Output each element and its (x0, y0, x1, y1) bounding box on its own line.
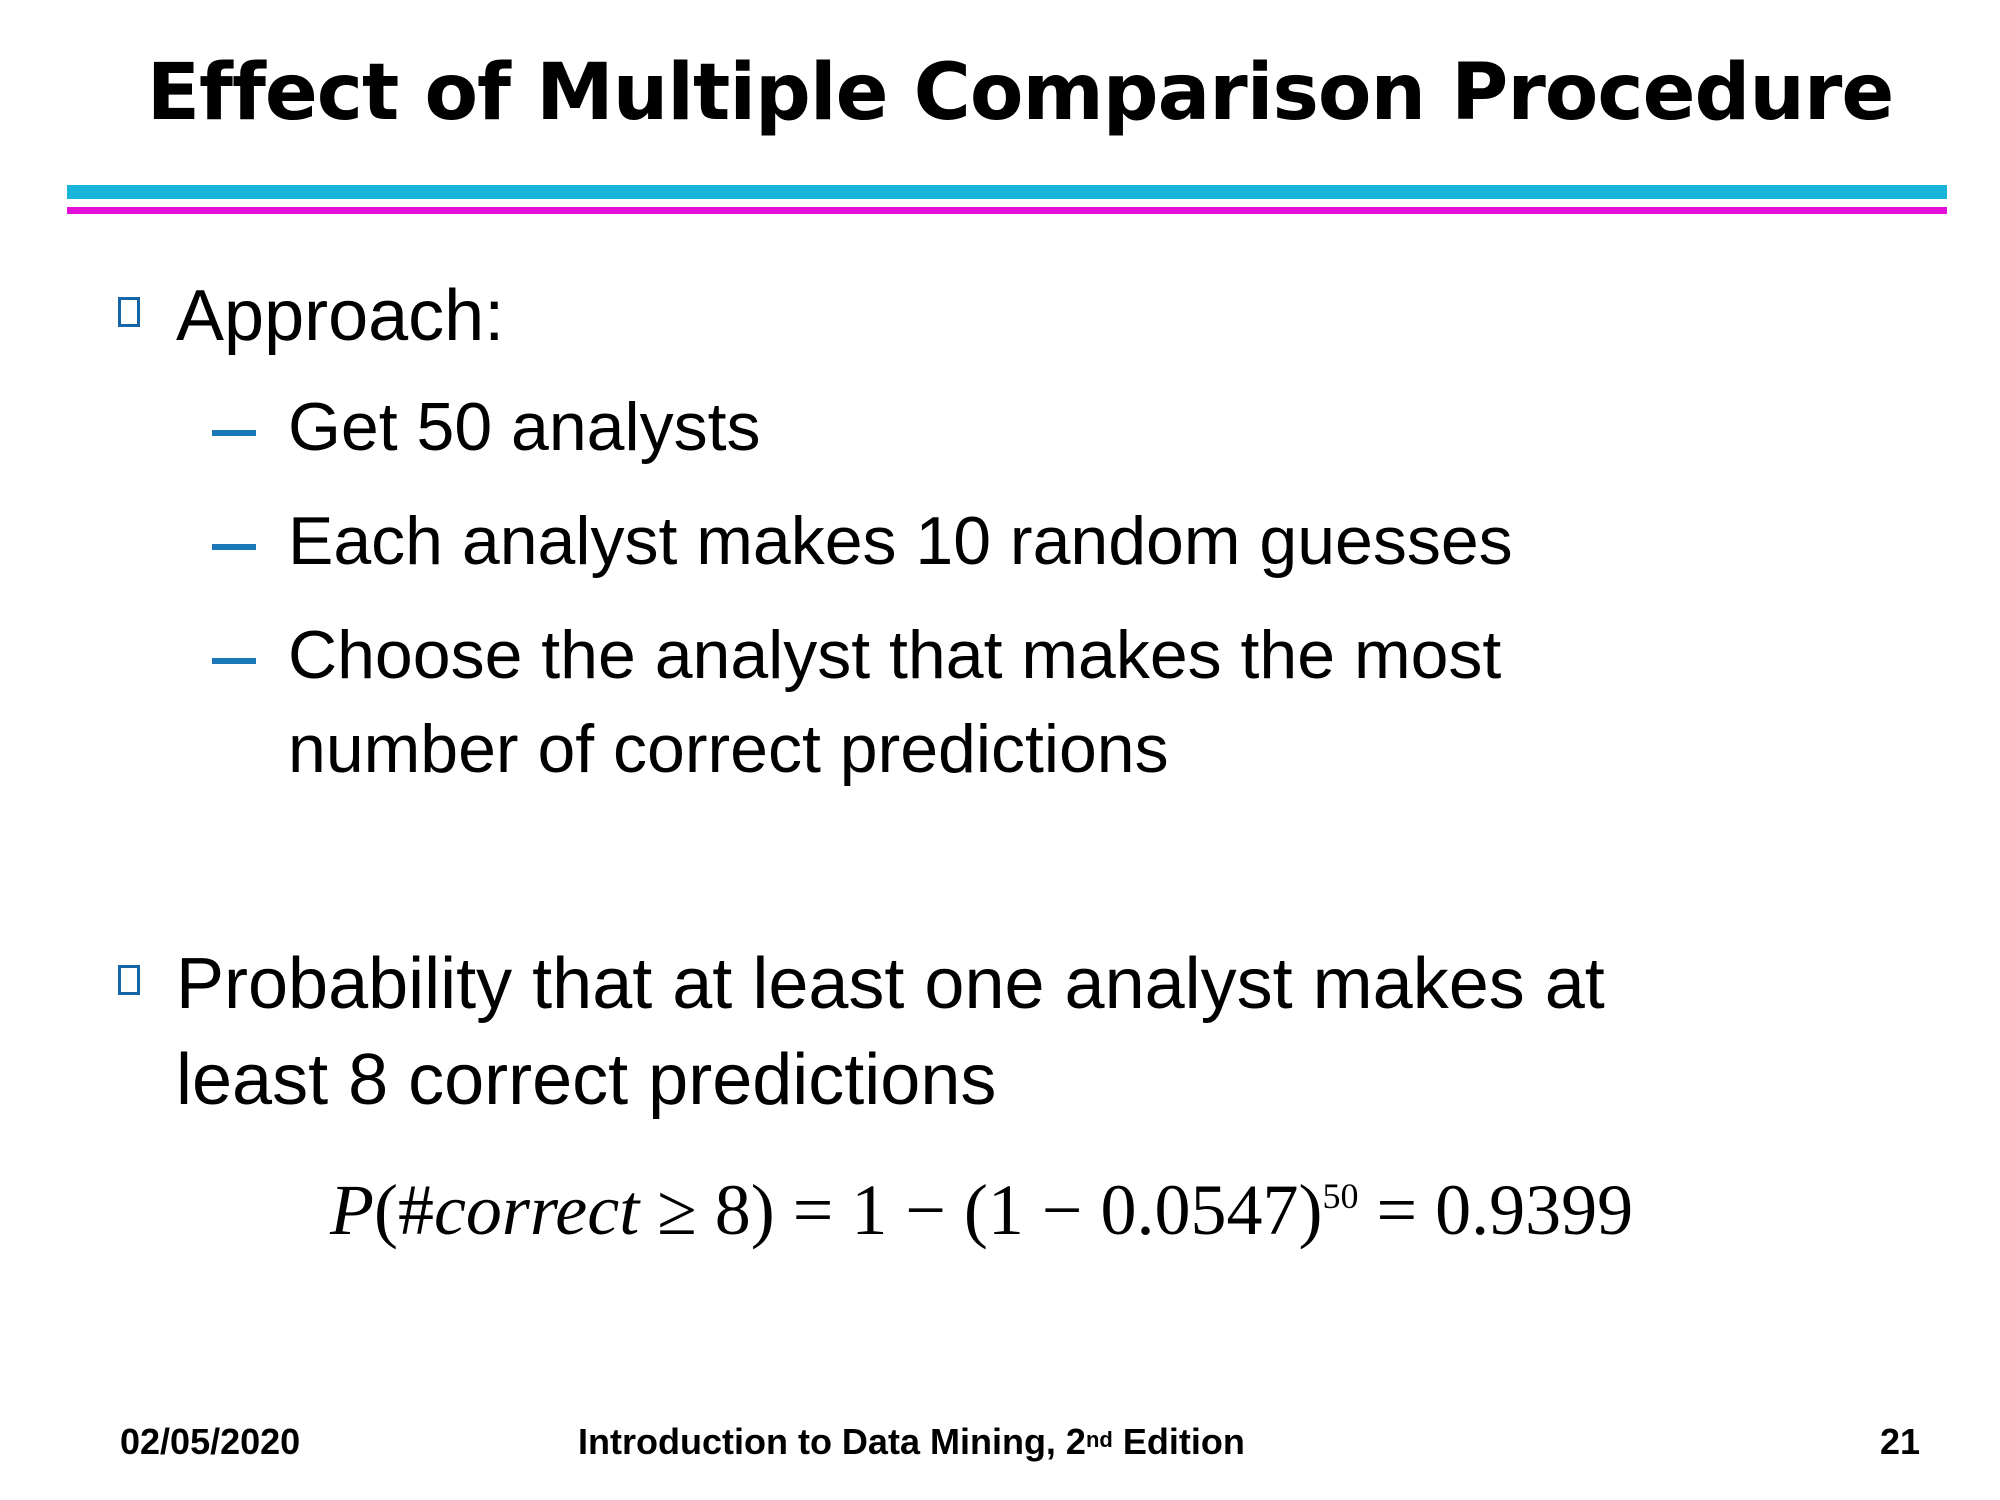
dash-icon (212, 658, 256, 664)
footer-book-prefix: Introduction to Data Mining, 2 (578, 1421, 1086, 1462)
subitem-get-analysts: Get 50 analysts (288, 389, 761, 465)
bullet-probability-line1: Probability that at least one analyst ma… (176, 944, 1605, 1024)
dash-icon (212, 544, 256, 550)
bullet-square-icon (118, 297, 140, 327)
probability-formula: P(#correct ≥ 8) = 1 − (1 − 0.0547)50 = 0… (330, 1165, 1633, 1255)
formula-open: (# (373, 1170, 434, 1250)
footer-book-suffix: Edition (1112, 1421, 1245, 1462)
formula-rest: ≥ 8) = 1 − (1 − 0.0547) (639, 1170, 1323, 1250)
formula-var: correct (433, 1170, 640, 1250)
footer-date: 02/05/2020 (120, 1421, 301, 1462)
bullet-square-icon (118, 965, 140, 995)
bullet-probability-line2: least 8 correct predictions (176, 1040, 997, 1120)
slide-title: Effect of Multiple Comparison Procedure (146, 48, 1895, 138)
subitem-random-guesses: Each analyst makes 10 random guesses (288, 503, 1513, 579)
formula-exponent: 50 (1322, 1176, 1359, 1216)
formula-p: P (330, 1170, 374, 1250)
subitem-choose-analyst-cont: number of correct predictions (288, 711, 1169, 787)
dash-icon (212, 430, 256, 436)
footer-book-title: Introduction to Data Mining, 2nd Edition (578, 1417, 1245, 1467)
subitem-choose-analyst: Choose the analyst that makes the most (288, 617, 1502, 693)
footer-book-sup: nd (1085, 1427, 1113, 1452)
footer-page-number: 21 (1880, 1421, 1921, 1462)
title-rule-magenta (67, 207, 1947, 214)
bullet-approach: Approach: (176, 276, 505, 356)
formula-result: = 0.9399 (1358, 1170, 1634, 1250)
title-rule-cyan (67, 185, 1947, 199)
